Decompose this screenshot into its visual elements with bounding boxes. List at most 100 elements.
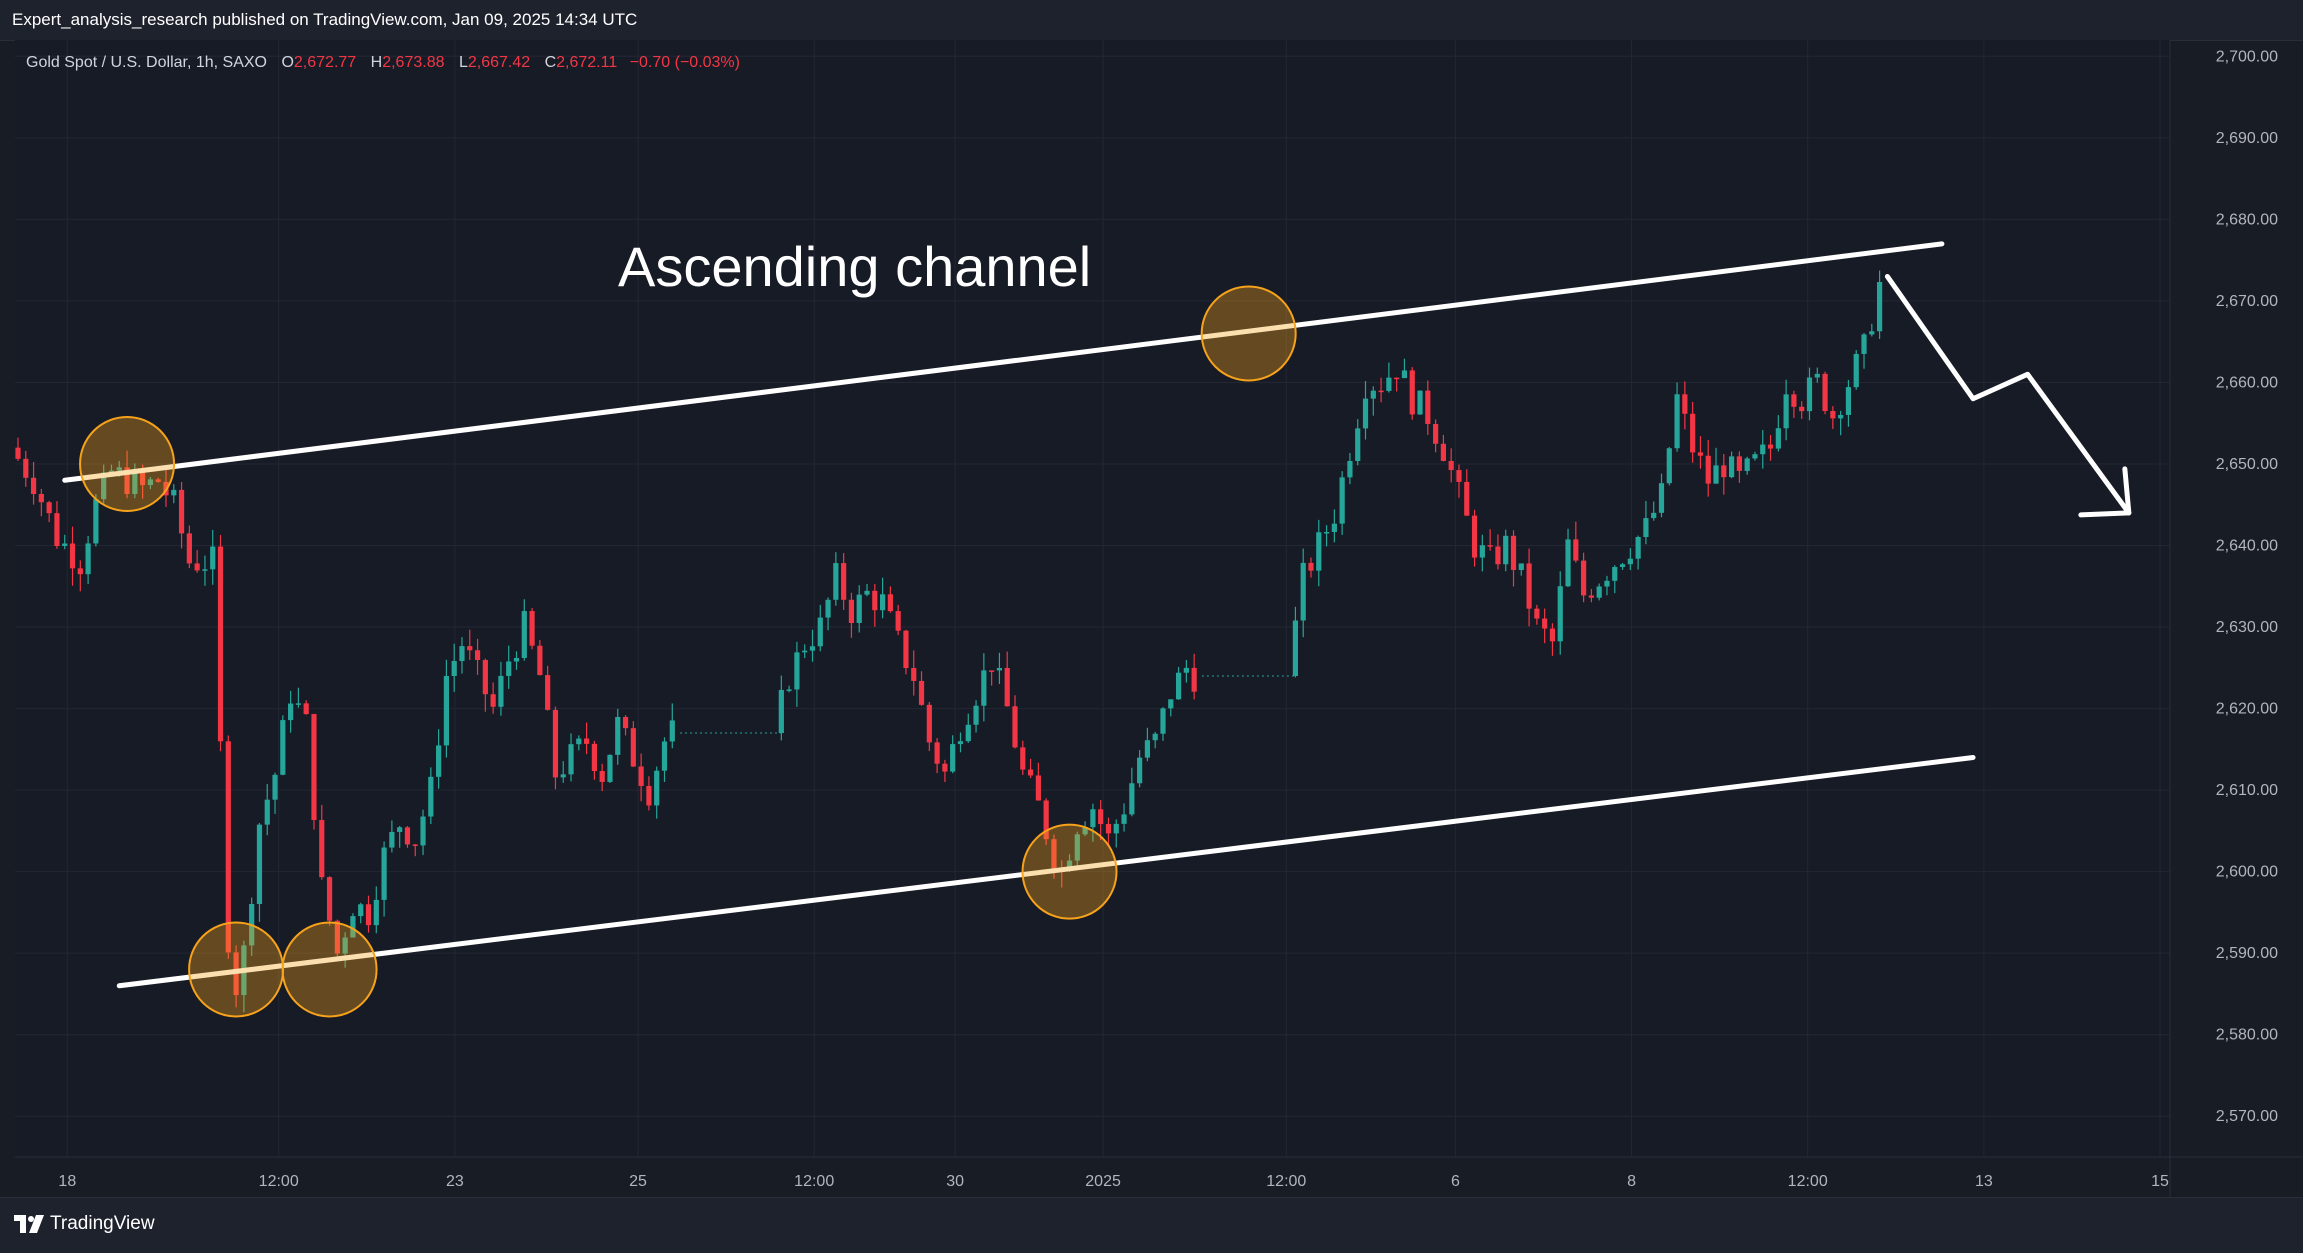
candle-body xyxy=(490,694,496,707)
candle-body xyxy=(599,771,605,782)
candle-body xyxy=(661,741,668,771)
top-bar: Expert_analysis_research published on Tr… xyxy=(0,0,2303,41)
candle-body xyxy=(794,652,800,690)
candle-body xyxy=(365,904,372,926)
price-tick-label: 2,690.00 xyxy=(2216,130,2278,147)
candle-body xyxy=(155,479,161,482)
candle-body xyxy=(124,467,130,494)
candle-body xyxy=(1440,443,1447,461)
candle-body xyxy=(926,704,932,743)
time-tick-label: 13 xyxy=(1975,1173,1993,1190)
candle-body xyxy=(1588,595,1594,598)
touch-point-circle xyxy=(79,415,176,512)
candle-body xyxy=(1822,373,1828,412)
projection-path xyxy=(1884,273,2132,516)
candle-body xyxy=(264,799,270,825)
price-tick-label: 2,620.00 xyxy=(2216,701,2278,718)
candle-body xyxy=(537,645,543,676)
candle-body xyxy=(443,675,449,746)
candle-body xyxy=(529,611,535,646)
candle-body xyxy=(77,568,83,575)
candle-body xyxy=(1651,512,1657,519)
candle-body xyxy=(1362,398,1369,429)
candle-body xyxy=(319,820,325,878)
candle-body xyxy=(69,543,76,569)
candle-body xyxy=(1666,448,1672,484)
candle-body xyxy=(638,766,644,786)
candle-body xyxy=(1845,387,1852,415)
candle-body xyxy=(1526,563,1532,609)
candle-body xyxy=(288,703,294,721)
plot-area xyxy=(15,40,2170,1157)
candle-body xyxy=(1292,620,1299,676)
price-tick-label: 2,580.00 xyxy=(2216,1027,2278,1044)
price-tick-label: 2,660.00 xyxy=(2216,374,2278,391)
candle-body xyxy=(1378,390,1384,393)
candle-body xyxy=(630,728,636,767)
touch-point-circle xyxy=(188,921,285,1018)
candle-body xyxy=(1542,618,1548,629)
candle-body xyxy=(848,599,855,623)
candle-body xyxy=(62,543,68,546)
candle-body xyxy=(1090,809,1096,828)
candle-body xyxy=(887,594,893,612)
candle-body xyxy=(459,646,465,662)
candle-body xyxy=(1581,560,1587,596)
candle-body xyxy=(802,650,808,653)
candle-body xyxy=(1830,411,1836,419)
candle-body xyxy=(1775,428,1781,449)
candle-body xyxy=(1417,390,1423,415)
candle-body xyxy=(474,650,481,660)
candle-body xyxy=(1658,483,1665,513)
price-tick-label: 2,610.00 xyxy=(2216,782,2278,799)
candle-body xyxy=(1510,535,1517,570)
candle-body xyxy=(1401,370,1408,379)
candle-body xyxy=(23,458,29,478)
candle-body xyxy=(615,716,621,755)
time-tick-label: 12:00 xyxy=(1266,1173,1306,1190)
time-tick-label: 18 xyxy=(58,1173,76,1190)
price-tick-label: 2,670.00 xyxy=(2216,293,2278,310)
candle-body xyxy=(1799,406,1805,412)
candle-body xyxy=(1370,390,1376,399)
candle-body xyxy=(1316,532,1322,571)
candle-body xyxy=(1323,531,1330,534)
candle-body xyxy=(210,546,216,570)
channel-upper-line xyxy=(62,241,1945,483)
candle-body xyxy=(552,709,559,778)
drawings xyxy=(62,241,2132,989)
candle-body xyxy=(132,471,138,494)
bottom-bar: TradingView xyxy=(0,1197,2303,1253)
tradingview-logo[interactable]: TradingView xyxy=(14,1213,155,1235)
candle-body xyxy=(1565,539,1571,587)
ohlc-legend: Gold Spot / U.S. Dollar, 1h, SAXO O2,672… xyxy=(26,54,740,72)
candle-body xyxy=(1518,563,1524,570)
candle-body xyxy=(584,738,590,744)
candle-body xyxy=(856,594,862,623)
candle-body xyxy=(918,680,925,705)
low-label: L xyxy=(458,54,468,71)
candle-body xyxy=(1814,373,1820,378)
candle-body xyxy=(1806,377,1813,412)
candle-body xyxy=(1074,834,1080,861)
price-tick-label: 2,640.00 xyxy=(2216,538,2278,555)
time-tick-label: 25 xyxy=(629,1173,647,1190)
candle-body xyxy=(54,513,60,546)
candles xyxy=(15,270,1883,1013)
candle-body xyxy=(1674,394,1680,449)
candle-body xyxy=(1573,539,1579,561)
candle-body xyxy=(1433,423,1439,444)
candle-body xyxy=(1627,558,1633,565)
grid xyxy=(15,40,2303,1197)
candle-body xyxy=(825,599,831,618)
candle-body xyxy=(178,489,185,534)
candle-body xyxy=(1105,824,1112,834)
time-tick-label: 23 xyxy=(446,1173,464,1190)
candle-body xyxy=(404,827,411,845)
low-value: 2,667.42 xyxy=(467,54,531,71)
price-chart[interactable]: 2,700.00 2,690.00 2,680.00 2,670.00 2,660.00… xyxy=(0,40,2303,1197)
candle-body xyxy=(934,742,940,764)
time-tick-label: 12:00 xyxy=(259,1173,299,1190)
candle-body xyxy=(560,774,566,778)
candle-body xyxy=(1596,586,1602,598)
